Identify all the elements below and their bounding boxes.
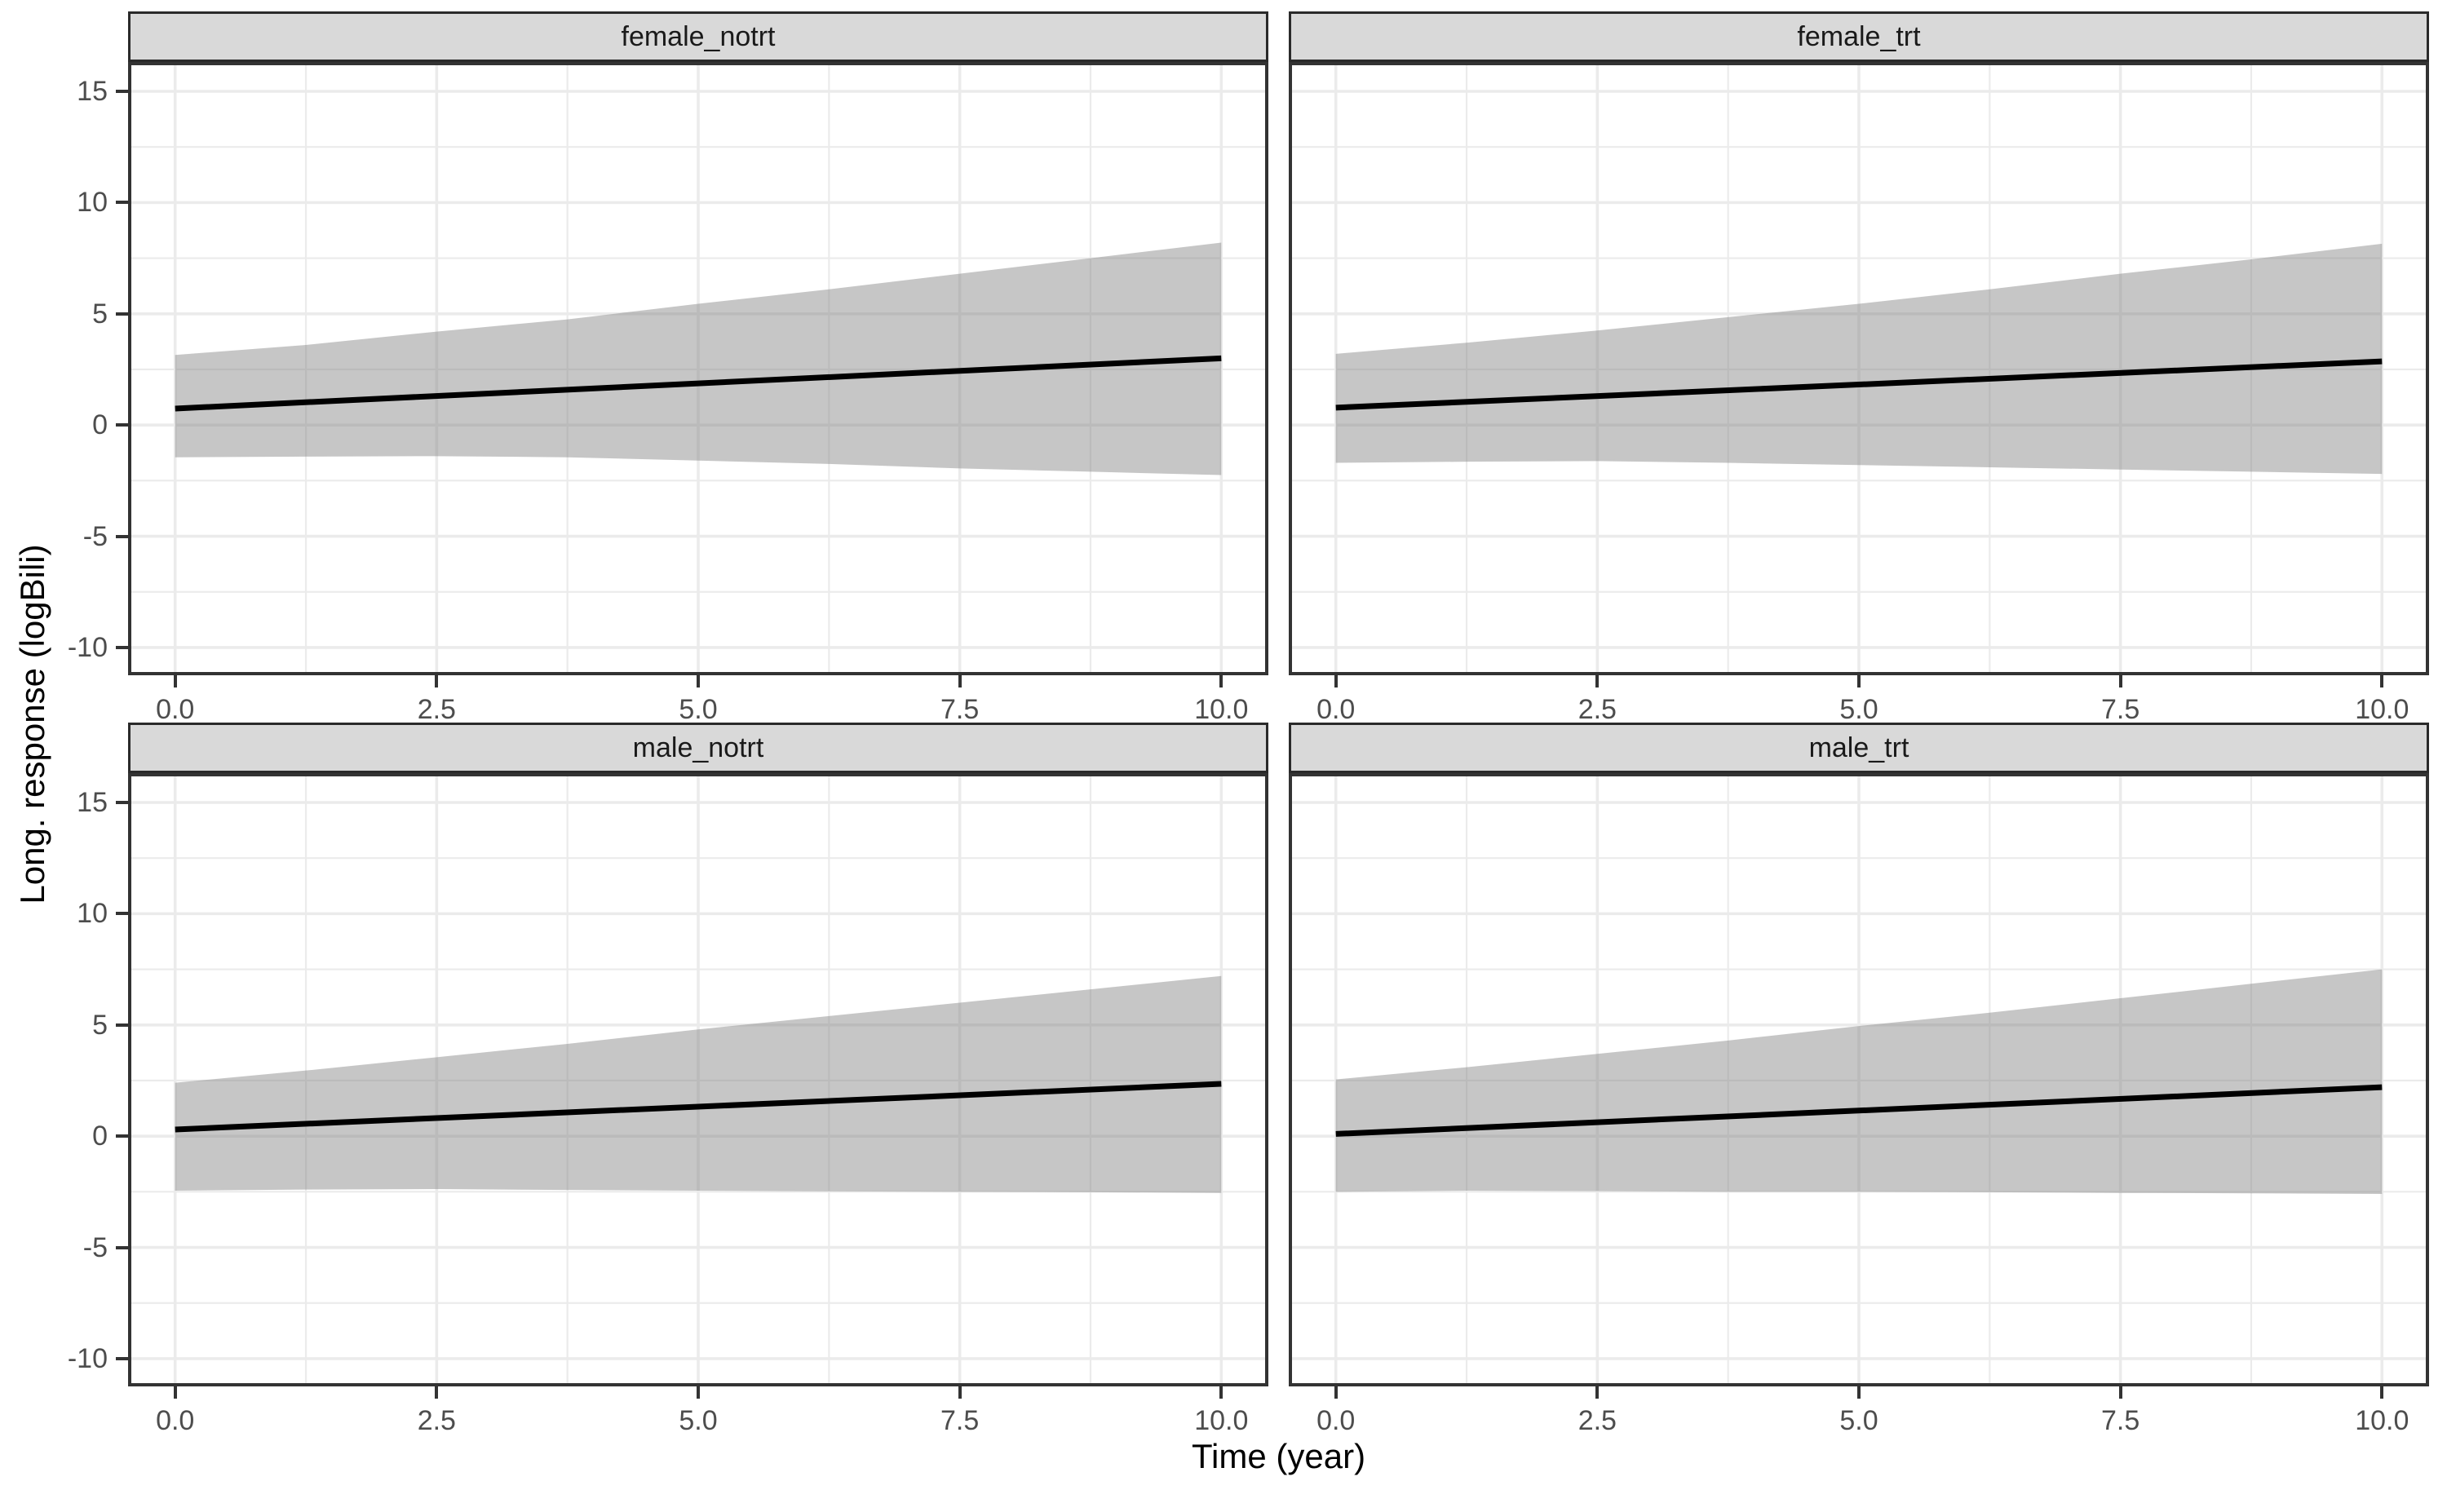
y-axis-title: Long. response (logBili) [13, 544, 51, 904]
x-tick-label: 0.0 [156, 694, 195, 725]
y-tick [116, 90, 128, 93]
panel-border [1289, 773, 2429, 1386]
x-tick [1857, 1386, 1861, 1399]
x-tick-label: 5.0 [679, 1405, 718, 1436]
confidence-ribbon [1335, 969, 2383, 1195]
fit-line [175, 355, 1222, 412]
fit-line [1335, 358, 2383, 411]
x-tick [1219, 675, 1224, 687]
x-tick-label: 0.0 [1316, 694, 1356, 725]
y-tick-label: 0 [92, 409, 108, 441]
y-tick [116, 312, 128, 316]
y-tick-label: -5 [82, 1231, 108, 1263]
y-tick-label: 0 [92, 1121, 108, 1152]
x-tick-label: 2.5 [1577, 1405, 1617, 1436]
x-tick [435, 1386, 439, 1399]
x-tick-label: 5.0 [1839, 1405, 1878, 1436]
x-tick [2118, 675, 2122, 687]
x-tick-label: 10.0 [1194, 694, 1249, 725]
fit-line [1335, 1084, 2383, 1137]
x-tick-label: 7.5 [940, 1405, 980, 1436]
y-tick [116, 201, 128, 205]
facet-panel-female_trt [1289, 62, 2429, 675]
x-tick [173, 1386, 177, 1399]
confidence-ribbon [175, 242, 1222, 475]
facet-strip-female_notrt: female_notrt [128, 11, 1268, 62]
y-tick-label: -5 [82, 520, 108, 552]
facet-strip-label: female_trt [1797, 20, 1921, 52]
x-tick [1334, 1386, 1338, 1399]
y-tick [116, 534, 128, 538]
x-tick [2380, 675, 2384, 687]
y-tick [116, 1023, 128, 1027]
x-tick-label: 2.5 [417, 694, 456, 725]
x-tick-label: 0.0 [1316, 1405, 1356, 1436]
x-tick-label: 2.5 [417, 1405, 456, 1436]
y-tick [116, 801, 128, 804]
x-tick-label: 5.0 [679, 694, 718, 725]
facet-strip-male_trt: male_trt [1289, 723, 2429, 773]
confidence-ribbon [175, 975, 1222, 1193]
x-tick [1595, 1386, 1600, 1399]
x-tick-label: 7.5 [940, 694, 980, 725]
x-tick [1595, 675, 1600, 687]
x-tick [697, 1386, 700, 1399]
facet-strip-label: female_notrt [621, 20, 776, 52]
y-tick [116, 912, 128, 916]
y-tick-label: 5 [92, 1009, 108, 1041]
y-tick-label: 15 [77, 76, 108, 107]
facet-panel-female_notrt [128, 62, 1268, 675]
x-tick [1334, 675, 1338, 687]
facet-strip-male_notrt: male_notrt [128, 723, 1268, 773]
x-tick [697, 675, 700, 687]
y-tick [116, 1134, 128, 1138]
x-tick [435, 675, 439, 687]
facet-strip-label: male_trt [1808, 732, 1909, 763]
x-tick-label: 7.5 [2101, 694, 2140, 725]
x-tick-label: 10.0 [1194, 1405, 1249, 1436]
x-tick-label: 10.0 [2355, 1405, 2409, 1436]
fit-line [175, 1081, 1222, 1133]
x-tick-label: 10.0 [2355, 694, 2409, 725]
x-tick [2380, 1386, 2384, 1399]
y-tick [116, 1245, 128, 1249]
y-tick [116, 1356, 128, 1360]
facet-panel-male_notrt [128, 773, 1268, 1386]
y-tick-label: -10 [67, 631, 108, 663]
facet-panel-male_trt [1289, 773, 2429, 1386]
x-tick-label: 0.0 [156, 1405, 195, 1436]
x-tick [1219, 1386, 1224, 1399]
y-tick [116, 423, 128, 427]
facet-strip-female_trt: female_trt [1289, 11, 2429, 62]
x-tick-label: 7.5 [2101, 1405, 2140, 1436]
facet-strip-label: male_notrt [632, 732, 764, 763]
x-tick [2118, 1386, 2122, 1399]
y-tick-label: 10 [77, 898, 108, 930]
x-tick [1857, 675, 1861, 687]
y-tick-label: 10 [77, 187, 108, 219]
panel-border [1289, 62, 2429, 675]
y-tick [116, 645, 128, 649]
x-tick-label: 5.0 [1839, 694, 1878, 725]
confidence-ribbon [1335, 243, 2383, 475]
x-tick [958, 675, 962, 687]
x-axis-title: Time (year) [1191, 1437, 1366, 1475]
y-tick-label: 5 [92, 298, 108, 329]
panel-border [128, 773, 1268, 1386]
panel-border [128, 62, 1268, 675]
x-tick [958, 1386, 962, 1399]
x-tick-label: 2.5 [1577, 694, 1617, 725]
y-tick-label: -10 [67, 1342, 108, 1374]
y-tick-label: 15 [77, 787, 108, 818]
x-tick [173, 675, 177, 687]
